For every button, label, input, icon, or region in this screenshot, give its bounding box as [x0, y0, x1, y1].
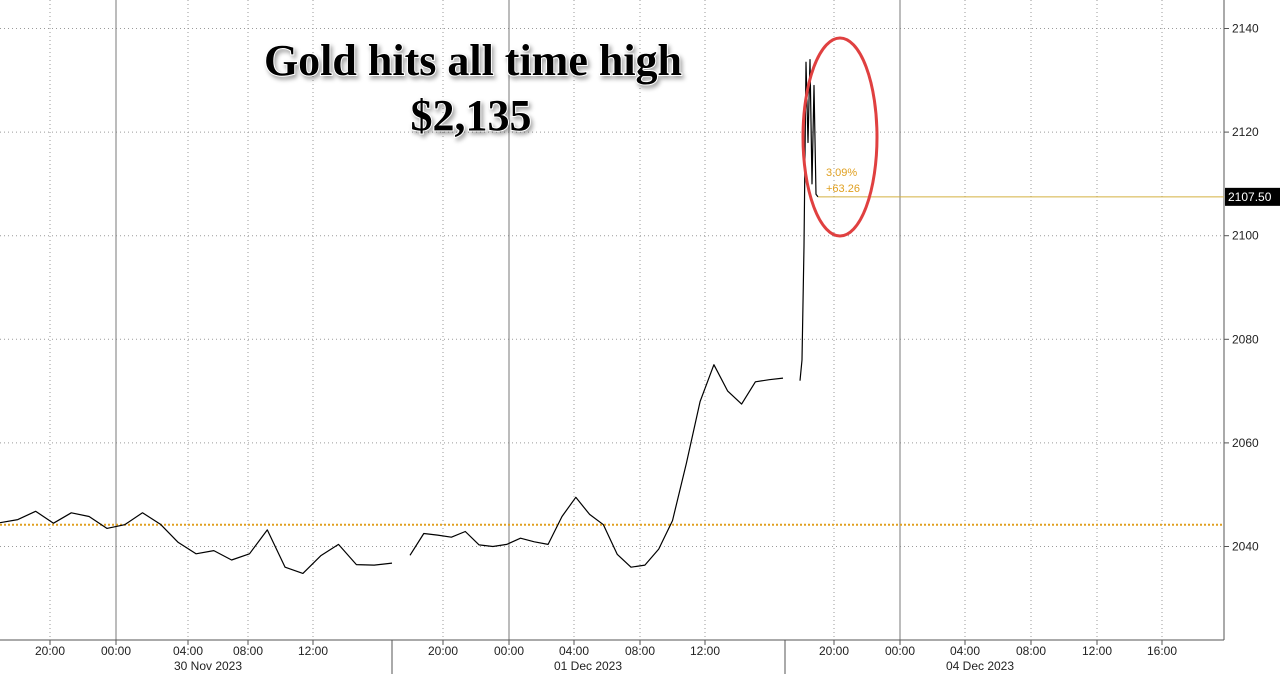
price-line-segment-2: [409, 364, 784, 568]
x-tick-label: 12:00: [690, 644, 720, 658]
x-tick-label: 16:00: [1147, 644, 1177, 658]
price-line-segment-3: [799, 59, 819, 381]
y-tick-label: 2060: [1232, 436, 1259, 450]
x-tick-label: 04:00: [559, 644, 589, 658]
y-tick-label: 2120: [1232, 125, 1259, 139]
x-date-label: 01 Dec 2023: [554, 659, 622, 673]
y-tick-label: 2080: [1232, 332, 1259, 346]
x-tick-label: 12:00: [1082, 644, 1112, 658]
x-date-label: 30 Nov 2023: [174, 659, 242, 673]
x-tick-label: 04:00: [950, 644, 980, 658]
x-tick-label: 20:00: [35, 644, 65, 658]
last-value-box: [1225, 187, 1280, 206]
x-date-label: 04 Dec 2023: [946, 659, 1014, 673]
change-abs-label: +63.26: [826, 183, 860, 195]
highlight-ellipse: [801, 36, 879, 238]
x-tick-label: 04:00: [173, 644, 203, 658]
x-tick-label: 12:00: [298, 644, 328, 658]
x-tick-label: 08:00: [1016, 644, 1046, 658]
grid-layer: [0, 0, 1224, 640]
chart-title: Gold hits all time high: [264, 36, 682, 85]
x-tick-label: 08:00: [625, 644, 655, 658]
y-tick-label: 2100: [1232, 229, 1259, 243]
x-tick-label: 00:00: [885, 644, 915, 658]
x-tick-label: 20:00: [428, 644, 458, 658]
y-tick-label: 2140: [1232, 22, 1259, 36]
x-tick-label: 00:00: [494, 644, 524, 658]
last-value-label: 2107.50: [1228, 190, 1272, 204]
x-tick-label: 08:00: [233, 644, 263, 658]
x-tick-label: 20:00: [819, 644, 849, 658]
y-tick-label: 2040: [1232, 540, 1259, 554]
chart-subtitle: $2,135: [411, 91, 532, 140]
annotation-layer: 2107.50 3.09% +63.26: [801, 36, 1280, 238]
change-pct-label: 3.09%: [826, 167, 857, 179]
series-layer: [0, 59, 1224, 574]
price-line-segment-1: [0, 510, 393, 574]
x-tick-label: 00:00: [101, 644, 131, 658]
